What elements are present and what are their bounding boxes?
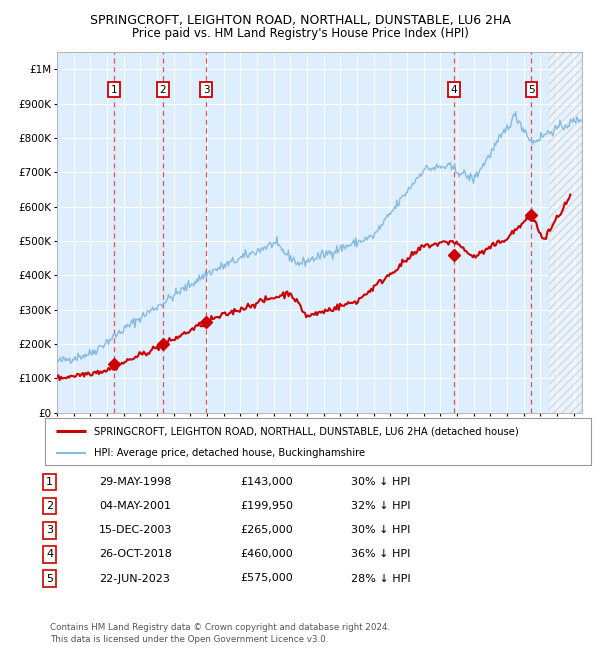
Text: £460,000: £460,000 [240, 549, 293, 560]
Text: 04-MAY-2001: 04-MAY-2001 [99, 501, 171, 512]
Text: This data is licensed under the Open Government Licence v3.0.: This data is licensed under the Open Gov… [50, 634, 328, 644]
Text: 1: 1 [46, 477, 53, 488]
Text: 36% ↓ HPI: 36% ↓ HPI [351, 549, 410, 560]
Text: 5: 5 [528, 84, 535, 95]
Text: 22-JUN-2023: 22-JUN-2023 [99, 573, 170, 584]
Text: 15-DEC-2003: 15-DEC-2003 [99, 525, 172, 536]
Text: £575,000: £575,000 [240, 573, 293, 584]
Text: 32% ↓ HPI: 32% ↓ HPI [351, 501, 410, 512]
Text: 2: 2 [46, 501, 53, 512]
Text: 30% ↓ HPI: 30% ↓ HPI [351, 477, 410, 488]
Text: 2: 2 [160, 84, 166, 95]
Text: 4: 4 [451, 84, 457, 95]
Text: 29-MAY-1998: 29-MAY-1998 [99, 477, 172, 488]
Text: Price paid vs. HM Land Registry's House Price Index (HPI): Price paid vs. HM Land Registry's House … [131, 27, 469, 40]
Text: HPI: Average price, detached house, Buckinghamshire: HPI: Average price, detached house, Buck… [94, 448, 365, 458]
Text: 5: 5 [46, 573, 53, 584]
Text: £143,000: £143,000 [240, 477, 293, 488]
Text: 26-OCT-2018: 26-OCT-2018 [99, 549, 172, 560]
Text: 28% ↓ HPI: 28% ↓ HPI [351, 573, 410, 584]
Text: SPRINGCROFT, LEIGHTON ROAD, NORTHALL, DUNSTABLE, LU6 2HA: SPRINGCROFT, LEIGHTON ROAD, NORTHALL, DU… [89, 14, 511, 27]
Text: 3: 3 [46, 525, 53, 536]
Text: Contains HM Land Registry data © Crown copyright and database right 2024.: Contains HM Land Registry data © Crown c… [50, 623, 390, 632]
Text: SPRINGCROFT, LEIGHTON ROAD, NORTHALL, DUNSTABLE, LU6 2HA (detached house): SPRINGCROFT, LEIGHTON ROAD, NORTHALL, DU… [94, 426, 519, 436]
Text: 30% ↓ HPI: 30% ↓ HPI [351, 525, 410, 536]
Text: £265,000: £265,000 [240, 525, 293, 536]
Text: 4: 4 [46, 549, 53, 560]
Text: 3: 3 [203, 84, 209, 95]
Bar [548, 52, 582, 413]
Text: £199,950: £199,950 [240, 501, 293, 512]
Text: 1: 1 [110, 84, 117, 95]
